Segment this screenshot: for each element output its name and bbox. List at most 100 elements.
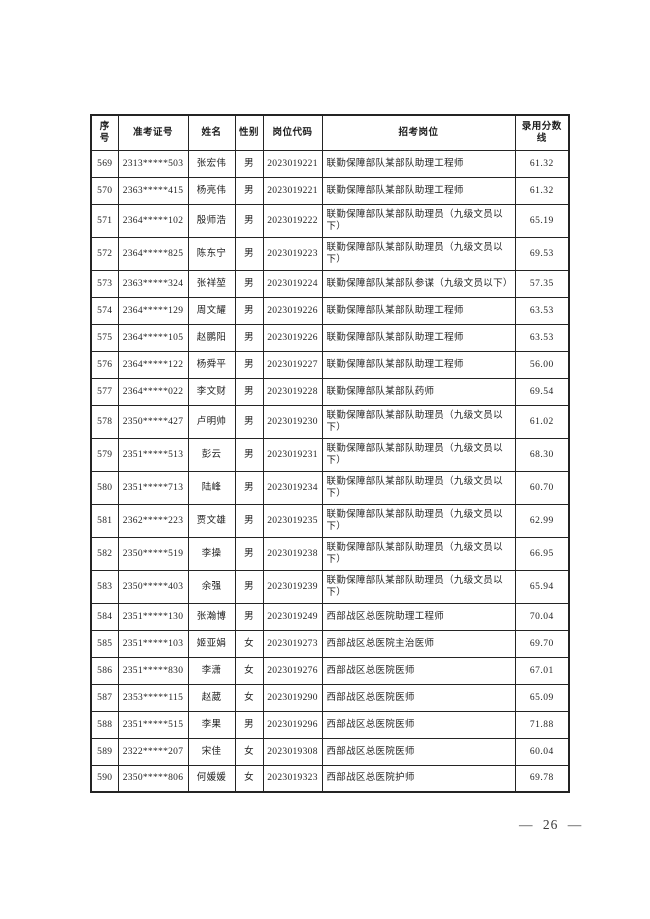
cell-position: 西部战区总医院医师 [321,737,516,766]
cell-gender: 女 [234,629,264,658]
cell-name: 赵鹏阳 [187,323,236,352]
cell-gender: 男 [234,569,264,604]
cell-position: 西部战区总医院医师 [321,656,516,685]
table-row: 580 2351*****713 陆峰男 2023019234 联勤保障部队某部队助理员… [90,470,570,505]
cell-position: 西部战区总医院医师 [321,710,516,739]
cell-position-code: 2023019221 [262,149,323,178]
cell-name: 彭云 [187,437,236,472]
cell-ticket-number: 2351*****830 [117,656,189,685]
cell-position: 联勤保障部队某部队助理工程师 [321,296,516,325]
cell-serial-number: 587 [90,683,119,712]
table-row: 589 2322*****207 宋佳女 2023019308 西部战区总医院医师 60.… [90,737,570,766]
cell-serial-number: 582 [90,536,119,571]
cell-name: 杨亮伟 [187,176,236,205]
cell-score: 66.95 [514,536,570,571]
cell-serial-number: 585 [90,629,119,658]
cell-position-code: 2023019228 [262,377,323,406]
cell-gender: 男 [234,503,264,538]
page-number: — 26 — [519,817,583,832]
table-row: 582 2350*****519 李操男 2023019238 联勤保障部队某部队助理员… [90,536,570,571]
cell-position: 联勤保障部队某部队助理员（九级文员以下） [321,437,516,472]
cell-score: 60.04 [514,737,570,766]
cell-serial-number: 586 [90,656,119,685]
cell-position-code: 2023019296 [262,710,323,739]
cell-position: 联勤保障部队某部队药师 [321,377,516,406]
cell-gender: 男 [234,296,264,325]
table-row: 576 2364*****122 杨舜平男 2023019227 联勤保障部队某部队助理… [90,350,570,379]
cell-name: 张宏伟 [187,149,236,178]
cell-position: 联勤保障部队某部队助理员（九级文员以下） [321,536,516,571]
cell-position-code: 2023019222 [262,203,323,238]
table-row: 584 2351*****130 张瀚博男 2023019249 西部战区总医院助理工程… [90,602,570,631]
table-row: 569 2313*****503 张宏伟男 2023019221 联勤保障部队某部队助理… [90,149,570,178]
cell-gender: 男 [234,437,264,472]
cell-ticket-number: 2313*****503 [117,149,189,178]
cell-position-code: 2023019226 [262,323,323,352]
cell-gender: 男 [234,377,264,406]
cell-position: 西部战区总医院助理工程师 [321,602,516,631]
cell-gender: 男 [234,350,264,379]
cell-ticket-number: 2350*****427 [117,404,189,439]
cell-name: 宋佳 [187,737,236,766]
table-row: 577 2364*****022 李文财男 2023019228 联勤保障部队某部队药师… [90,377,570,406]
cell-position-code: 2023019276 [262,656,323,685]
cell-position-code: 2023019238 [262,536,323,571]
cell-position-code: 2023019221 [262,176,323,205]
table-row: 570 2363*****415 杨亮伟男 2023019221 联勤保障部队某部队助理… [90,176,570,205]
cell-position: 联勤保障部队某部队助理员（九级文员以下） [321,404,516,439]
cell-gender: 男 [234,149,264,178]
cell-gender: 女 [234,764,264,793]
cell-name: 贾文雄 [187,503,236,538]
cell-name: 陈东宁 [187,236,236,271]
cell-score: 69.70 [514,629,570,658]
cell-ticket-number: 2351*****130 [117,602,189,631]
cell-ticket-number: 2364*****105 [117,323,189,352]
cell-ticket-number: 2363*****324 [117,269,189,298]
cell-ticket-number: 2351*****513 [117,437,189,472]
cell-position-code: 2023019230 [262,404,323,439]
cell-position-code: 2023019273 [262,629,323,658]
cell-position-code: 2023019308 [262,737,323,766]
column-header-gender: 性别 [234,114,264,151]
cell-score: 69.53 [514,236,570,271]
cell-score: 67.01 [514,656,570,685]
cell-ticket-number: 2350*****519 [117,536,189,571]
cell-serial-number: 575 [90,323,119,352]
table-row: 573 2363*****324 张祥堃男 2023019224 联勤保障部队某部队参谋… [90,269,570,298]
cell-serial-number: 573 [90,269,119,298]
cell-ticket-number: 2364*****102 [117,203,189,238]
cell-serial-number: 584 [90,602,119,631]
table-row: 578 2350*****427 卢明帅男 2023019230 联勤保障部队某部队助理… [90,404,570,439]
cell-ticket-number: 2364*****825 [117,236,189,271]
cell-name: 张瀚博 [187,602,236,631]
table-row: 581 2362*****223 贾文雄男 2023019235 联勤保障部队某部队助理… [90,503,570,538]
cell-ticket-number: 2363*****415 [117,176,189,205]
cell-score: 56.00 [514,350,570,379]
column-header-ticket-number: 准考证号 [117,114,189,151]
cell-position: 联勤保障部队某部队助理员（九级文员以下） [321,236,516,271]
cell-score: 61.02 [514,404,570,439]
table-header-row: 序号 准考证号 姓名 性别 岗位代码 招考岗位 录用分数线 [90,114,570,151]
cell-position: 西部战区总医院医师 [321,683,516,712]
cell-score: 61.32 [514,176,570,205]
cell-score: 68.30 [514,437,570,472]
cell-name: 赵葳 [187,683,236,712]
column-header-name: 姓名 [187,114,236,151]
cell-ticket-number: 2322*****207 [117,737,189,766]
cell-position-code: 2023019231 [262,437,323,472]
cell-ticket-number: 2364*****122 [117,350,189,379]
cell-score: 70.04 [514,602,570,631]
cell-name: 陆峰 [187,470,236,505]
cell-score: 63.53 [514,296,570,325]
cell-score: 69.54 [514,377,570,406]
column-header-serial-number: 序号 [90,114,119,151]
cell-serial-number: 569 [90,149,119,178]
cell-score: 65.09 [514,683,570,712]
cell-ticket-number: 2364*****022 [117,377,189,406]
cell-position-code: 2023019226 [262,296,323,325]
cell-serial-number: 571 [90,203,119,238]
cell-ticket-number: 2350*****403 [117,569,189,604]
cell-name: 卢明帅 [187,404,236,439]
cell-gender: 男 [234,536,264,571]
